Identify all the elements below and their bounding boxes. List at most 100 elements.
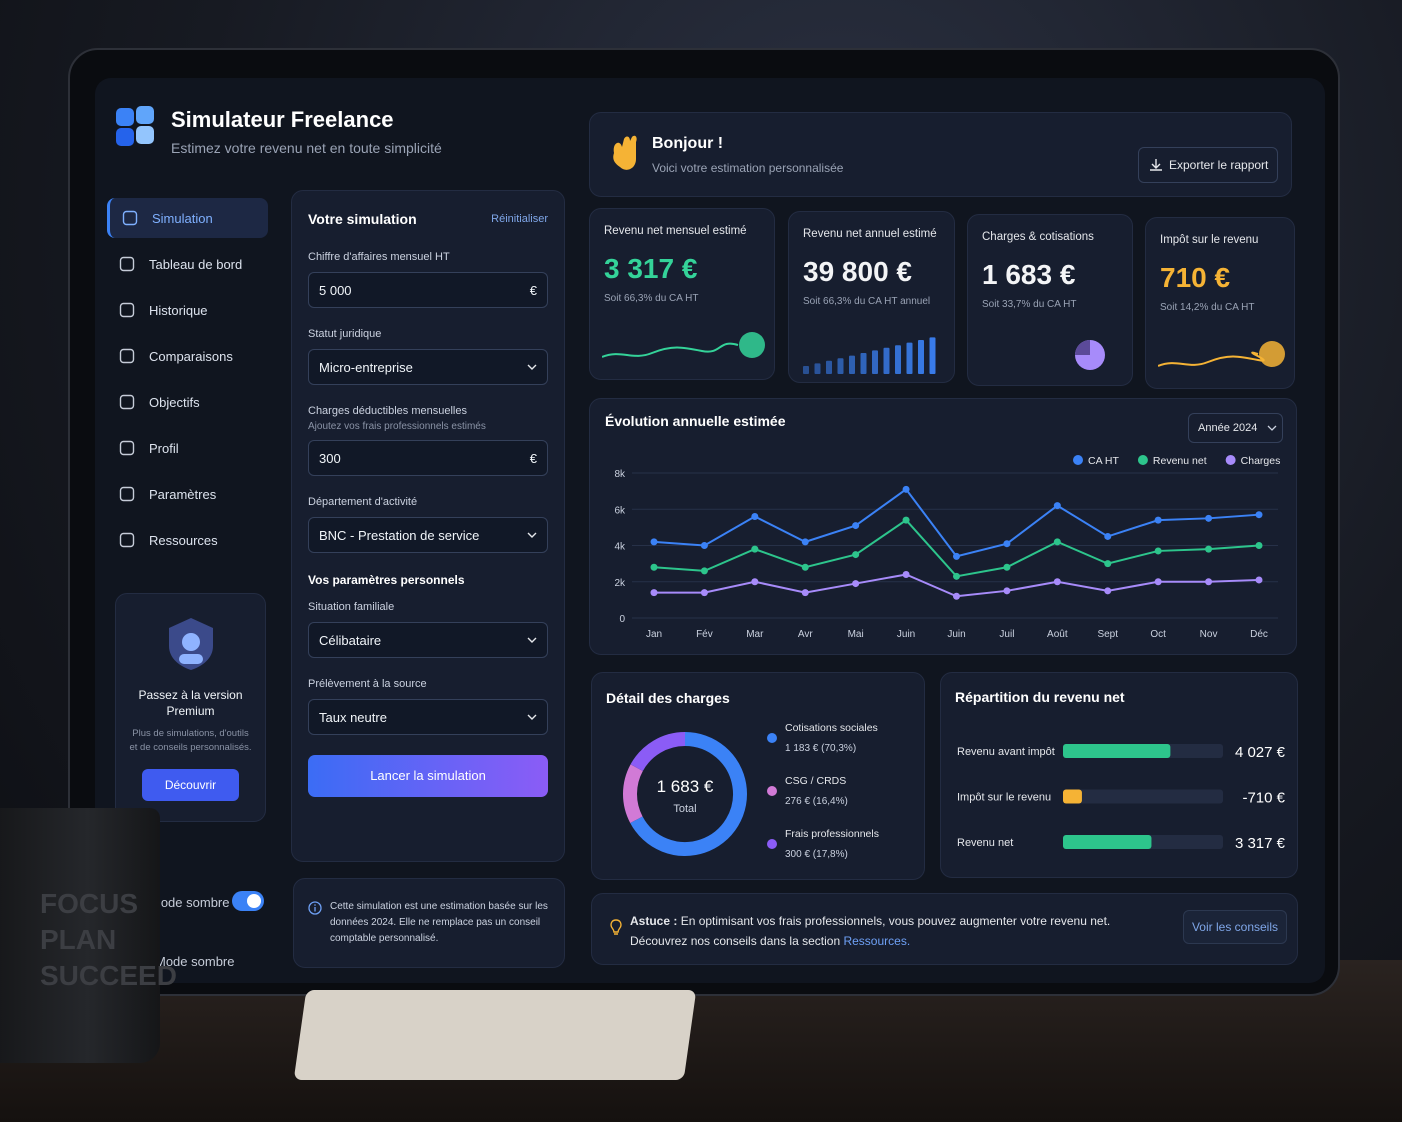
field-suffix: € (529, 450, 537, 466)
data-point (1205, 578, 1213, 586)
field-value[interactable]: BNC - Prestation de service (319, 527, 480, 543)
kpi-minibar (918, 340, 924, 374)
data-point (700, 589, 708, 597)
data-point (700, 567, 708, 575)
greeting: Bonjour ! (652, 135, 724, 152)
nav-item[interactable]: Comparaisons (107, 336, 268, 376)
field-hint: Ajoutez vos frais professionnels estimés (308, 421, 486, 432)
y-tick-label: 2k (614, 578, 626, 589)
nav-label[interactable]: Paramètres (149, 486, 217, 502)
export-label[interactable]: Exporter le rapport (1169, 158, 1269, 172)
line-chart: Évolution annuelle estimée 0 2k 4k 6k 8k Jan Fé… (605, 413, 1280, 640)
data-point (1205, 545, 1213, 553)
data-point (1053, 538, 1061, 546)
reset-link[interactable]: Réinitialiser (491, 213, 548, 225)
x-tick-label: Juin (947, 629, 965, 640)
kpi-label: Impôt sur le revenu (1160, 234, 1259, 246)
kpi-coin (1259, 341, 1285, 367)
kpi-note: Soit 14,2% du CA HT (1160, 302, 1255, 313)
nav-item[interactable]: Simulation (107, 198, 268, 238)
data-point (801, 538, 809, 546)
nav-label[interactable]: Comparaisons (149, 348, 233, 364)
dark-toggle[interactable] (232, 891, 264, 911)
logo (116, 106, 154, 146)
mug-text: PLAN (40, 924, 117, 955)
field-value[interactable]: Célibataire (319, 632, 382, 648)
legend-label: Cotisations sociales (785, 722, 878, 734)
data-point (1154, 578, 1162, 586)
nav-item[interactable]: Objectifs (107, 382, 268, 422)
chart-title: Répartition du revenu net (955, 689, 1125, 705)
nav-item[interactable]: Tableau de bord (107, 244, 268, 284)
field-input[interactable]: Micro-entreprise (308, 349, 548, 385)
tip-line2: Découvrez nos conseils dans la section R… (630, 934, 910, 948)
nav-label[interactable]: Profil (149, 440, 179, 456)
kpi-note: Soit 66,3% du CA HT (604, 293, 699, 304)
tips-button[interactable]: Voir les conseils (1183, 910, 1287, 944)
data-point (751, 545, 759, 553)
field-input[interactable]: Taux neutre (308, 699, 548, 735)
kpi-label: Revenu net mensuel estimé (604, 225, 747, 237)
nav-label[interactable]: Historique (149, 302, 208, 318)
bar (1063, 789, 1082, 804)
field-input[interactable]: 5 000 € (308, 272, 548, 308)
kpi-value: 39 800 € (803, 256, 912, 287)
nav-label[interactable]: Tableau de bord (149, 256, 243, 272)
nav-icon (119, 440, 135, 456)
nav-item[interactable]: Historique (107, 290, 268, 330)
wave-icon (613, 135, 637, 170)
data-point (1205, 514, 1213, 522)
kpi-decor (803, 337, 936, 374)
field-input[interactable]: BNC - Prestation de service (308, 517, 548, 553)
data-point (1154, 516, 1162, 524)
export-button[interactable]: Exporter le rapport (1138, 147, 1278, 183)
nav-item[interactable]: Profil (107, 428, 268, 468)
data-point (953, 552, 960, 560)
simulation-form: Votre simulation Réinitialiser Chiffre d… (291, 190, 565, 862)
data-point (801, 589, 809, 597)
nav-icon (119, 256, 135, 272)
y-tick-label: 6k (614, 505, 626, 516)
nav-label[interactable]: Ressources (149, 532, 218, 548)
data-point (852, 551, 860, 559)
kpi-decor (1158, 341, 1285, 367)
field-input[interactable]: 300 € (308, 440, 548, 476)
kpi-decor (1075, 340, 1105, 370)
field-suffix: € (529, 282, 537, 298)
donut-segment (623, 764, 644, 823)
premium-button[interactable]: Découvrir (142, 769, 239, 801)
legend-dot (767, 839, 777, 849)
icon-shape (119, 486, 135, 502)
donut-segment (630, 732, 686, 772)
nav-label[interactable]: Objectifs (149, 394, 200, 410)
kpi-minibar (849, 355, 855, 374)
nav-item[interactable]: Ressources (107, 520, 268, 560)
field-value[interactable]: Micro-entreprise (319, 359, 413, 375)
nav-icon (122, 210, 138, 226)
chevron (1267, 425, 1277, 431)
submit-button[interactable]: Lancer la simulation (308, 755, 548, 797)
icon-shape (119, 348, 135, 364)
section-title: Vos paramètres personnels (308, 573, 465, 587)
donut-caption: Total (673, 803, 696, 815)
donut-total: 1 683 € (657, 777, 714, 796)
x-tick-label: Jan (646, 629, 662, 640)
y-tick-label: 0 (619, 614, 625, 625)
field-input[interactable]: Célibataire (308, 622, 548, 658)
nav-item[interactable]: Paramètres (107, 474, 268, 514)
field-value[interactable]: Taux neutre (319, 709, 387, 725)
y-tick-label: 4k (614, 542, 626, 553)
chevron (527, 364, 537, 370)
nav-icon (119, 394, 135, 410)
donut-segment (630, 732, 747, 856)
x-tick-label: Mai (848, 629, 864, 640)
year-select[interactable]: Année 2024 (1188, 413, 1283, 443)
field-value[interactable]: 5 000 (319, 282, 352, 298)
nav-label[interactable]: Simulation (152, 210, 213, 226)
tip-link[interactable]: Ressources. (843, 934, 911, 948)
year-label[interactable]: Année 2024 (1198, 422, 1258, 434)
form-title: Votre simulation (308, 211, 417, 227)
data-point (650, 538, 658, 546)
data-point (1104, 587, 1112, 595)
field-value[interactable]: 300 (319, 450, 341, 466)
